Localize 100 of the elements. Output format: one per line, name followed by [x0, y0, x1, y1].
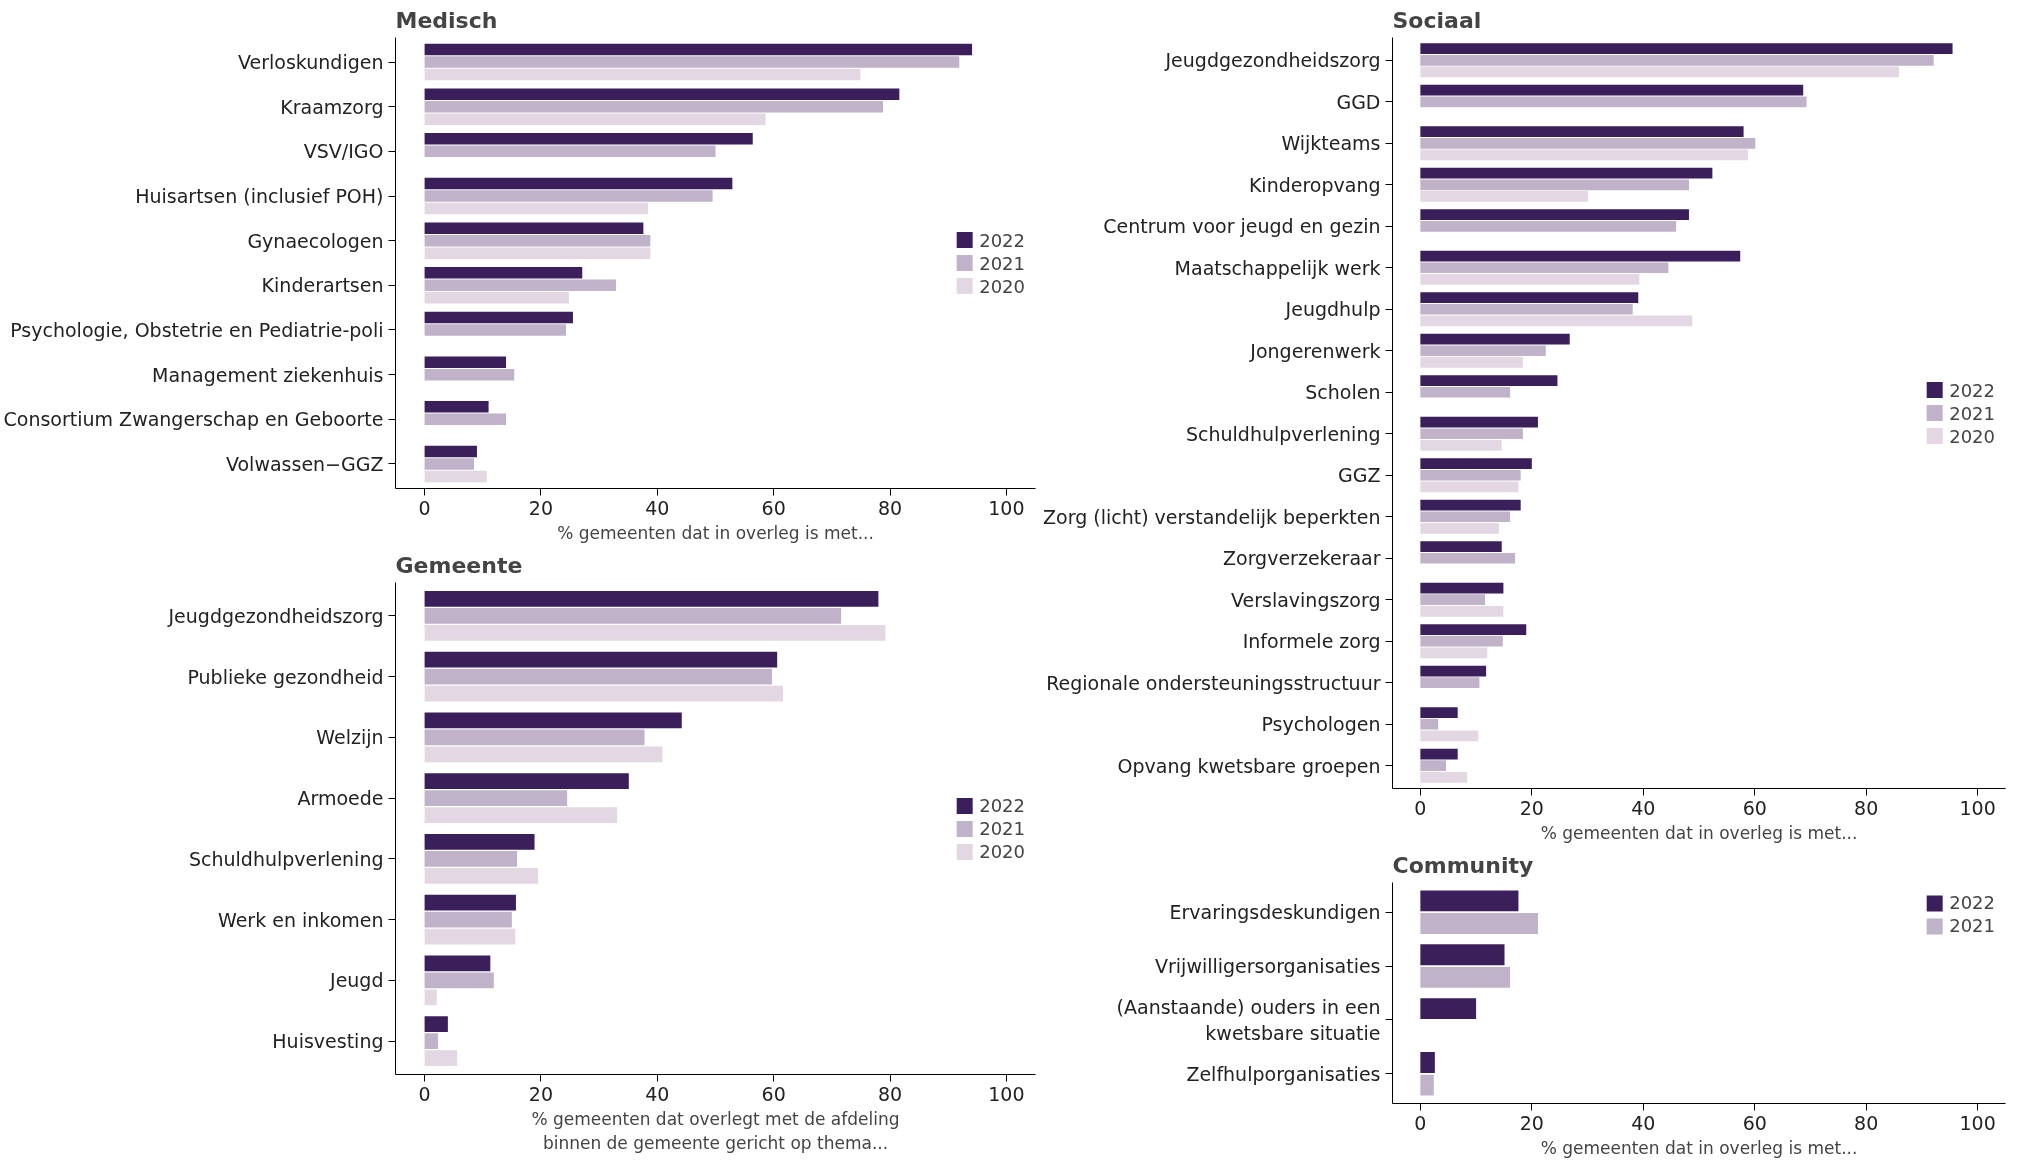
y-tick-label: Huisvesting: [272, 1030, 384, 1053]
y-tick-label: Volwassen−GGZ: [225, 452, 384, 475]
bar: [1420, 594, 1486, 606]
bar: [1420, 126, 1744, 138]
bar: [424, 972, 494, 989]
bar: [1420, 944, 1505, 966]
bar: [1420, 469, 1521, 481]
legend-label: 2020: [979, 840, 1025, 862]
y-tick-label: Opvang kwetsbare groepen: [1117, 754, 1381, 777]
y-tick-label: Centrum voor jeugd en gezin: [1103, 215, 1381, 238]
bar: [1420, 96, 1807, 108]
bar: [424, 685, 783, 702]
bar: [1420, 250, 1741, 262]
x-tick-label: 0: [1414, 1111, 1427, 1134]
bar: [424, 413, 507, 426]
x-tick-label: 20: [528, 1082, 554, 1105]
bar: [1420, 913, 1538, 934]
x-tick-label: 100: [1959, 796, 1996, 819]
y-tick-label: Jeugdgezondheidszorg: [167, 604, 384, 627]
bar: [424, 267, 583, 279]
bar: [424, 712, 682, 729]
bar: [424, 88, 900, 100]
bar: [424, 928, 516, 945]
y-tick-label: Jongerenwerk: [1249, 339, 1381, 362]
legend-label: 2021: [1949, 402, 1995, 423]
y-tick-label: Armoede: [297, 787, 384, 810]
bar: [424, 368, 515, 381]
y-tick-label: Psychologen: [1261, 713, 1381, 736]
bar: [424, 773, 629, 789]
bar: [1420, 137, 1756, 149]
bar: [424, 56, 960, 68]
bar: [1420, 511, 1511, 523]
bar: [424, 1033, 438, 1049]
y-tick-label: Management ziekenhuis: [152, 363, 384, 386]
bar: [1420, 440, 1502, 451]
y-tick-label: Jeugdgezondheidszorg: [1164, 49, 1381, 72]
y-tick-label: Jeugd: [329, 969, 384, 992]
x-tick-label: 100: [1959, 1111, 1996, 1134]
bar: [1420, 1074, 1434, 1096]
legend-label: 2022: [979, 794, 1025, 816]
bar: [1420, 624, 1527, 635]
bar: [1420, 179, 1689, 191]
y-tick-label: Huisartsen (inclusief POH): [135, 185, 384, 208]
bar: [424, 470, 487, 483]
bar: [424, 43, 973, 56]
x-axis-title: % gemeenten dat overlegt met de afdeling binnen de gemeente gericht op thema...: [531, 1108, 900, 1153]
bar: [424, 868, 539, 884]
x-tick-label: 0: [418, 496, 431, 519]
legend-label: 2021: [1949, 915, 1995, 936]
bar: [424, 651, 778, 668]
x-tick-label: 100: [988, 496, 1025, 519]
bar: [1420, 966, 1511, 988]
bar: [1420, 357, 1523, 368]
x-tick-label: 0: [1414, 796, 1427, 819]
x-tick-label: 60: [1742, 796, 1767, 819]
bar: [1420, 523, 1499, 534]
bar: [1420, 416, 1538, 428]
chart-title: Medisch: [395, 7, 498, 33]
y-tick-label: Wijkteams: [1281, 132, 1381, 155]
y-tick-label: Consortium Zwangerschap en Geboorte: [3, 408, 384, 431]
bar: [1420, 274, 1640, 285]
bar: [424, 989, 437, 1006]
legend-label: 2022: [1949, 379, 1995, 400]
bar: [1420, 718, 1439, 730]
bar: [1420, 730, 1479, 742]
bar: [1420, 66, 1900, 78]
bar: [1420, 458, 1532, 469]
bar: [1420, 43, 1953, 55]
bar: [424, 608, 842, 624]
y-tick-label: Kinderopvang: [1248, 173, 1381, 196]
bar: [424, 445, 477, 458]
x-tick-label: 0: [418, 1082, 431, 1105]
bar: [424, 790, 568, 806]
y-tick-label: Regionale ondersteuningsstructuur: [1046, 671, 1381, 694]
bar: [424, 311, 573, 324]
x-tick-label: 20: [1519, 796, 1544, 819]
legend-label: 2020: [979, 275, 1025, 296]
chart-title: Sociaal: [1392, 7, 1482, 33]
bar: [424, 955, 491, 972]
bar: [1420, 167, 1713, 179]
bar: [1420, 890, 1519, 912]
x-tick-label: 20: [528, 496, 554, 519]
bar: [1420, 499, 1521, 511]
bar: [424, 401, 489, 413]
x-tick-label: 40: [645, 496, 670, 519]
bar: [424, 591, 879, 607]
x-tick-label: 100: [988, 1082, 1025, 1105]
y-tick-label: Verloskundigen: [238, 51, 384, 74]
bar: [424, 894, 516, 911]
x-axis-title: % gemeenten dat in overleg is met...: [557, 522, 874, 543]
bar: [1420, 386, 1511, 398]
bar: [424, 625, 886, 641]
y-tick-label: Psychologie, Obstetrie en Pediatrie-poli: [10, 318, 384, 341]
x-tick-label: 80: [1854, 796, 1879, 819]
chart-title: Gemeente: [395, 552, 523, 578]
bar: [1420, 375, 1558, 386]
bar: [424, 247, 651, 259]
bar: [1420, 998, 1477, 1020]
y-tick-label: Scholen: [1305, 381, 1381, 404]
y-tick-label: Schuldhulpverlening: [1186, 422, 1381, 445]
